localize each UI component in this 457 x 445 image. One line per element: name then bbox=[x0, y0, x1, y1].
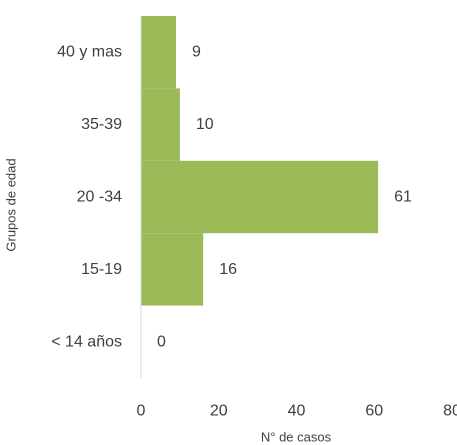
x-tick-label: 40 bbox=[288, 403, 306, 420]
category-label: < 14 años bbox=[51, 333, 122, 350]
data-label: 0 bbox=[157, 333, 166, 350]
bar-4 bbox=[141, 88, 180, 161]
x-tick-labels-group: 0 20 40 60 80 bbox=[137, 403, 457, 420]
y-axis-title: Grupos de edad bbox=[4, 158, 19, 251]
bar-2 bbox=[141, 233, 204, 306]
x-axis-title: N° de casos bbox=[261, 430, 332, 445]
data-labels-group: 0 16 61 10 9 bbox=[157, 44, 412, 351]
category-label: 40 y mas bbox=[57, 44, 122, 61]
data-label: 9 bbox=[192, 44, 201, 61]
data-label: 61 bbox=[394, 189, 412, 206]
x-tick-label: 60 bbox=[365, 403, 383, 420]
x-tick-label: 0 bbox=[137, 403, 146, 420]
bars-group bbox=[141, 16, 379, 306]
category-label: 20 -34 bbox=[77, 189, 122, 206]
x-tick-label: 80 bbox=[443, 403, 457, 420]
data-label: 16 bbox=[219, 261, 237, 278]
category-label: 15-19 bbox=[81, 261, 122, 278]
category-labels-group: < 14 años 15-19 20 -34 35-39 40 y mas bbox=[51, 44, 122, 351]
bar-5 bbox=[141, 16, 176, 89]
category-label: 35-39 bbox=[81, 116, 122, 133]
x-tick-label: 20 bbox=[210, 403, 228, 420]
bar-3 bbox=[141, 160, 379, 234]
data-label: 10 bbox=[196, 116, 214, 133]
